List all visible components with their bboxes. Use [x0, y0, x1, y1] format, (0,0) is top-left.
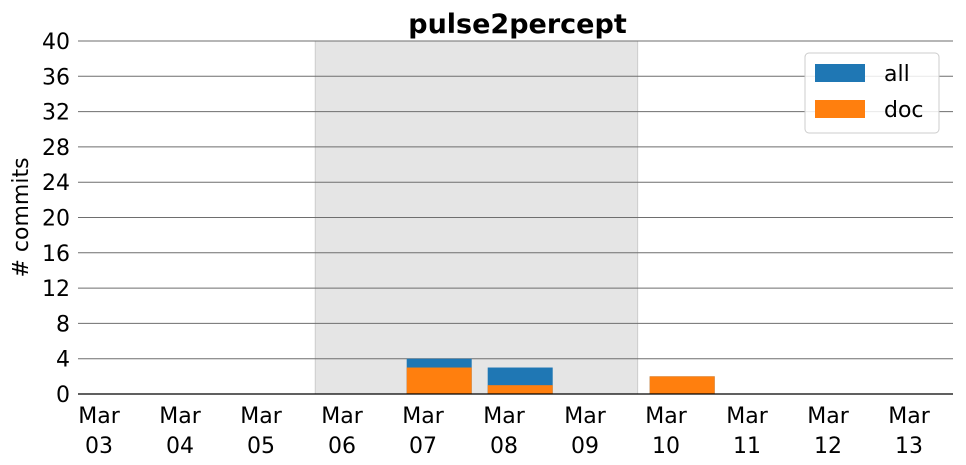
y-tick-label: 16: [42, 242, 70, 267]
y-tick-label: 4: [56, 348, 70, 373]
grid-lines: [78, 40, 953, 360]
x-tick-label: Mar 09: [564, 404, 606, 459]
x-axis-ticks: Mar 03 Mar 04 Mar 05 Mar 06 Mar 07 Mar 08 Mar 09 Mar 10…: [78, 404, 930, 459]
legend-label-all: all: [884, 62, 910, 87]
y-axis-ticks: 0 4 8 12 16 20 24 28 32 36 40: [42, 30, 70, 408]
x-tick-label: Mar 13: [888, 404, 930, 459]
y-tick-label: 24: [42, 171, 70, 196]
y-tick-label: 40: [42, 30, 70, 55]
legend: all doc: [804, 52, 940, 134]
legend-swatch-doc: [815, 100, 865, 118]
x-tick-label: Mar 03: [78, 404, 120, 459]
y-axis-label: # commits: [9, 157, 34, 277]
y-tick-label: 8: [56, 312, 70, 337]
y-tick-label: 20: [42, 207, 70, 232]
x-tick-label: Mar 07: [402, 404, 444, 459]
bar-doc: [487, 385, 553, 394]
x-tick-label: Mar 05: [240, 404, 282, 459]
x-tick-label: Mar 11: [726, 404, 768, 459]
legend-label-doc: doc: [884, 98, 924, 123]
y-tick-label: 0: [56, 383, 70, 408]
x-tick-label: Mar 12: [807, 404, 849, 459]
y-tick-label: 28: [42, 136, 70, 161]
x-tick-label: Mar 10: [645, 404, 687, 459]
y-tick-label: 12: [42, 277, 70, 302]
bars: [406, 358, 715, 394]
y-tick-label: 36: [42, 65, 70, 90]
x-tick-label: Mar 08: [483, 404, 525, 459]
y-tick-label: 32: [42, 101, 70, 126]
bar-doc: [406, 367, 472, 394]
legend-swatch-all: [815, 64, 865, 82]
bar-doc: [649, 376, 715, 394]
x-tick-label: Mar 04: [159, 404, 201, 459]
x-tick-label: Mar 06: [321, 404, 363, 459]
chart-title: pulse2percept: [408, 9, 627, 40]
